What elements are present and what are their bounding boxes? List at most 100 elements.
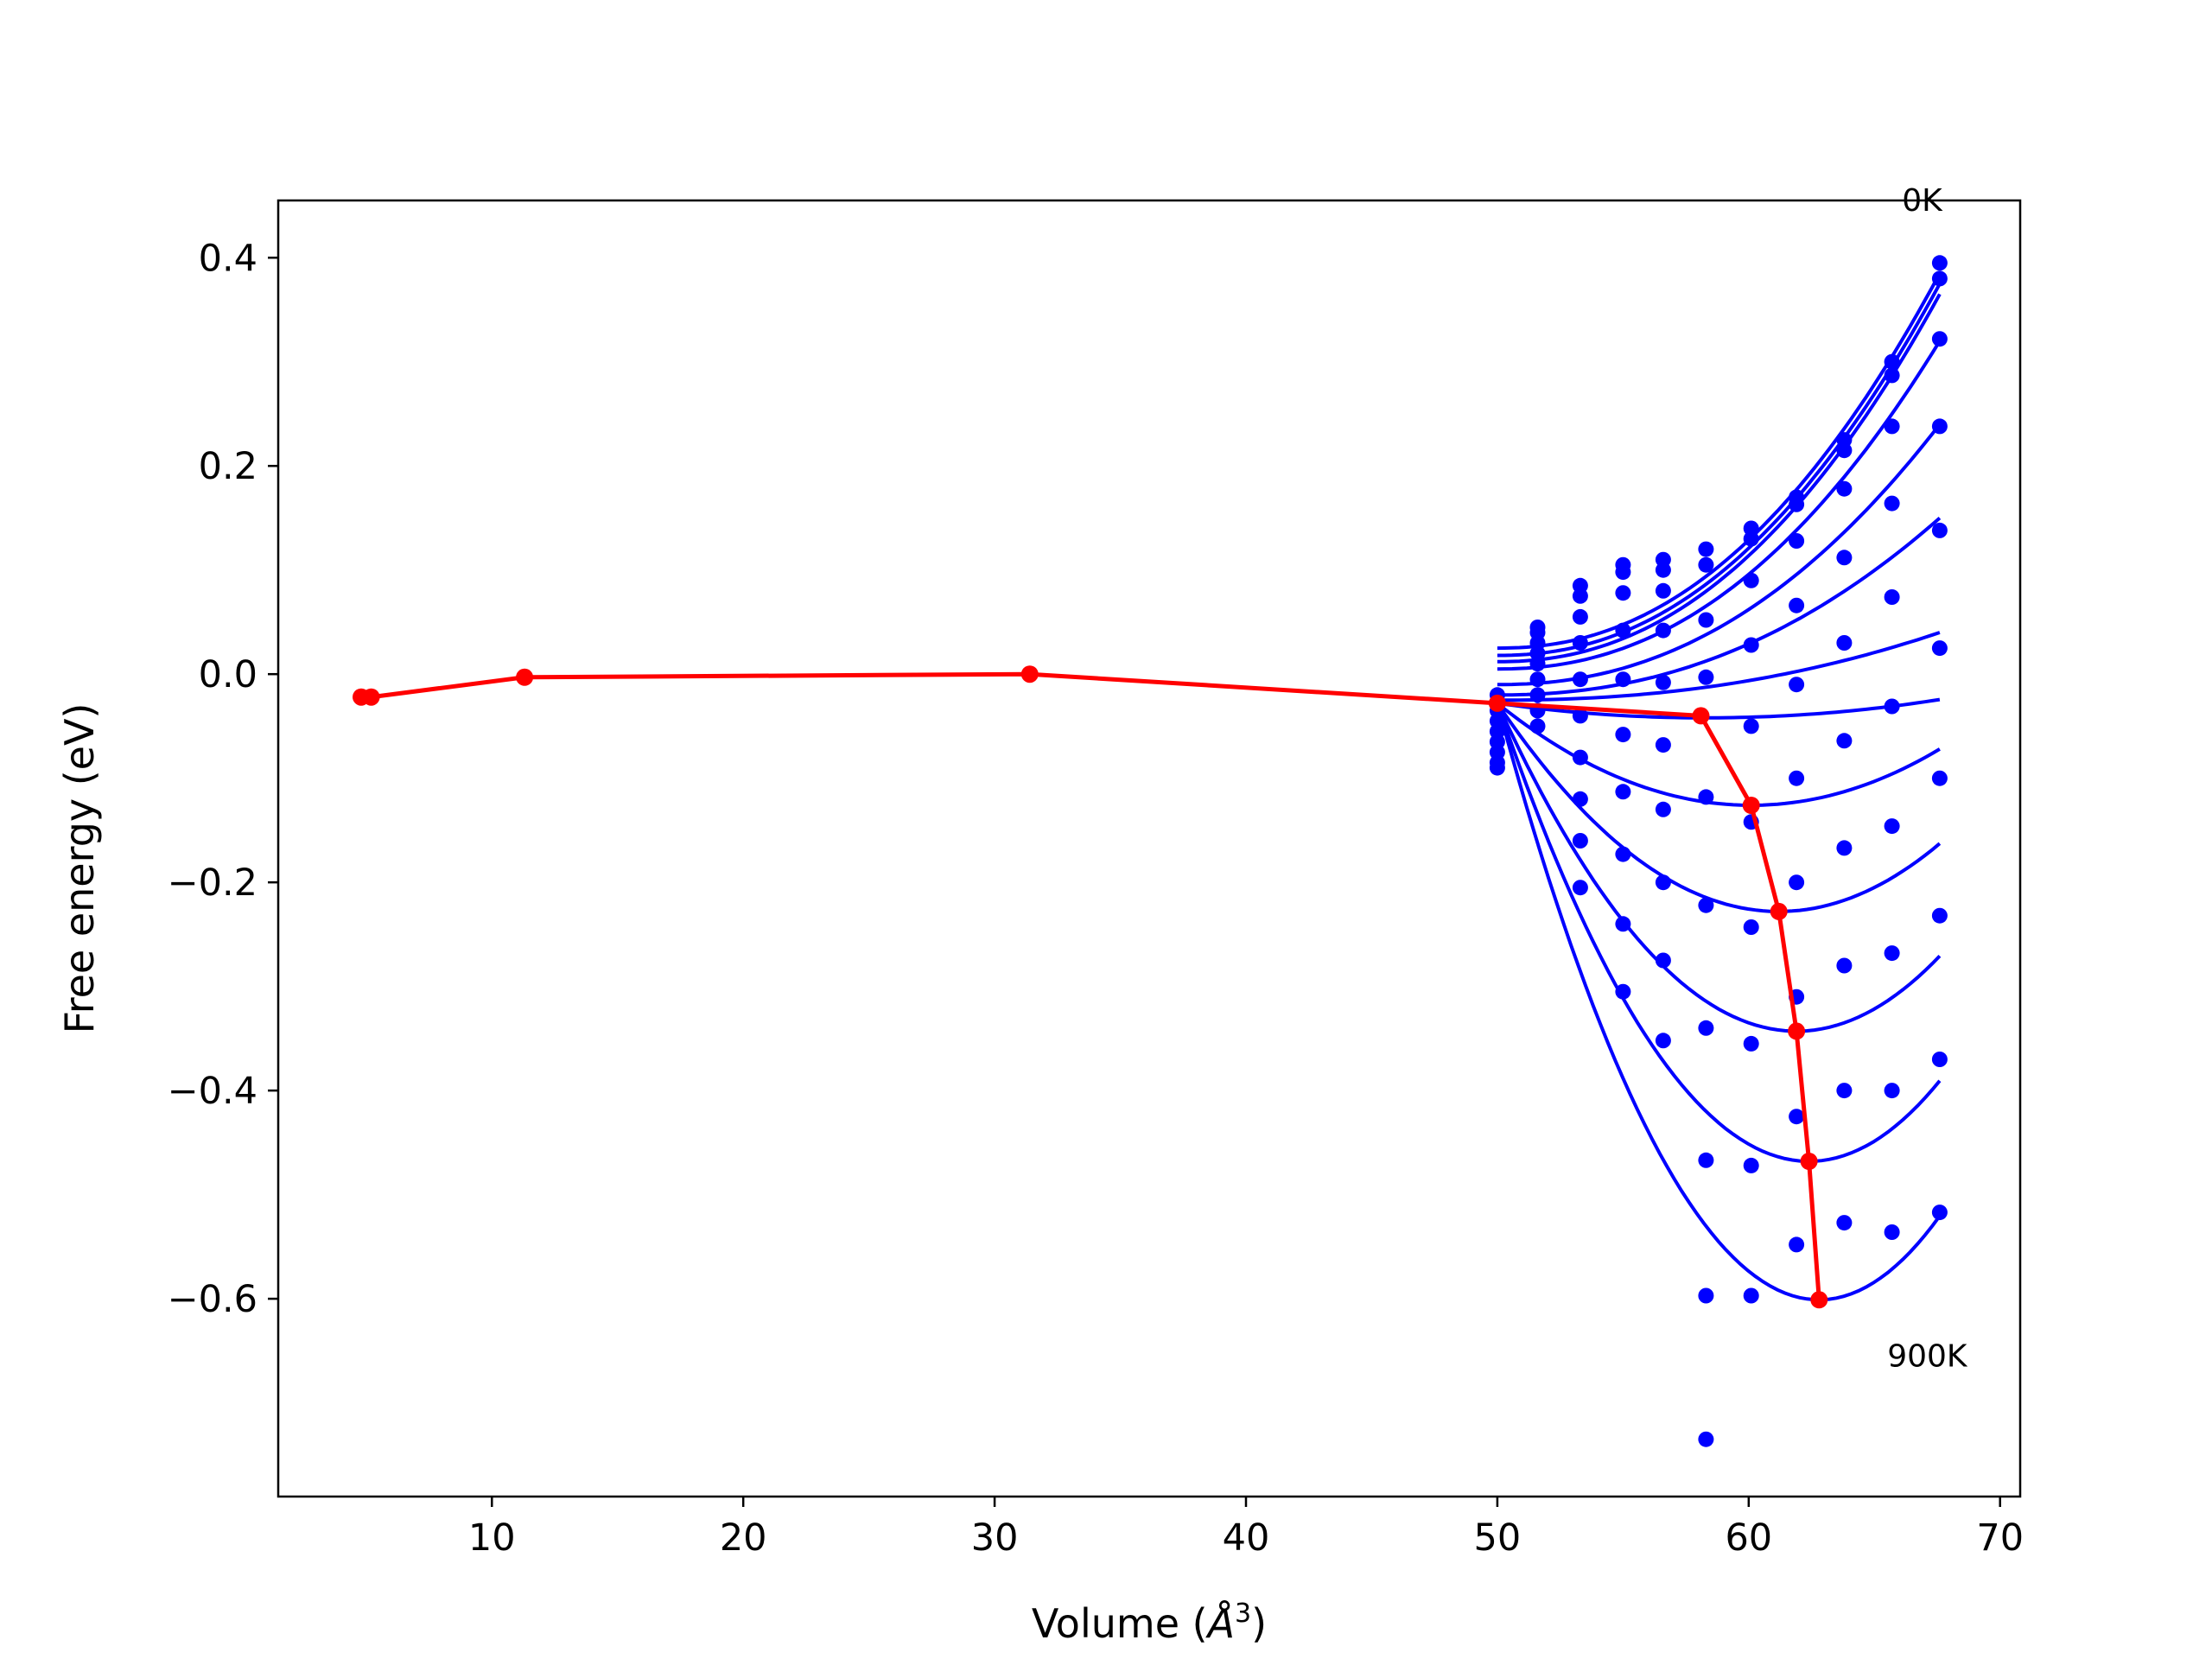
data-point: [1655, 737, 1671, 753]
y-axis-label: Free energy (eV): [56, 703, 103, 1034]
y-tick-label: 0.2: [199, 445, 257, 488]
annotation-900k: 900K: [1887, 1338, 1968, 1374]
fit-curve: [1496, 702, 1942, 1033]
fit-curve: [1496, 702, 1941, 807]
minimum-point: [1692, 707, 1710, 725]
data-point: [1698, 897, 1714, 913]
data-point: [1743, 1035, 1759, 1052]
data-point: [1529, 656, 1546, 672]
data-point: [1931, 522, 1948, 538]
data-point: [1698, 1152, 1714, 1168]
data-point: [1789, 874, 1805, 891]
data-point: [1931, 1205, 1948, 1221]
fit-curve: [1497, 631, 1941, 702]
y-tick-label: −0.2: [168, 861, 257, 905]
data-point: [1529, 687, 1546, 703]
y-tick-label: 0.4: [199, 237, 257, 280]
data-point: [1743, 1157, 1759, 1173]
x-axis-label: Volume (Å3): [1032, 1599, 1267, 1647]
y-tick-label: −0.4: [168, 1070, 257, 1113]
data-point: [1884, 1224, 1900, 1240]
data-point: [1698, 1020, 1714, 1036]
data-point: [1615, 622, 1631, 639]
data-point: [1743, 718, 1759, 734]
minimum-point: [1488, 694, 1506, 712]
data-point: [1572, 708, 1588, 724]
data-point: [1655, 874, 1671, 891]
x-tick-label: 70: [1976, 1516, 2024, 1560]
data-point: [1836, 840, 1853, 856]
data-point: [1743, 637, 1759, 653]
data-point: [1572, 635, 1588, 651]
data-point: [1931, 418, 1948, 435]
data-point: [1836, 1215, 1853, 1231]
x-tick-label: 40: [1223, 1516, 1270, 1560]
data-point: [1789, 770, 1805, 786]
data-point: [1836, 635, 1853, 651]
x-tick-label: 50: [1474, 1516, 1522, 1560]
fit-curve: [1496, 702, 1942, 913]
x-tick-label: 20: [720, 1516, 767, 1560]
fit-curve: [1497, 272, 1942, 651]
data-point: [1836, 480, 1853, 497]
annotation-0k: 0K: [1902, 183, 1943, 219]
x-tick-label: 10: [468, 1516, 516, 1560]
data-point: [1698, 789, 1714, 805]
data-point: [1655, 801, 1671, 817]
fit-curve: [1496, 702, 1942, 1164]
data-point: [1789, 1236, 1805, 1253]
data-point: [1743, 1287, 1759, 1304]
x-tick-label: 30: [971, 1516, 1019, 1560]
minimum-point: [516, 668, 534, 686]
minimum-point: [1770, 902, 1788, 920]
data-point: [1836, 733, 1853, 749]
data-point: [1789, 1109, 1805, 1125]
data-point: [1884, 945, 1900, 962]
fit-curve: [1497, 516, 1942, 697]
data-point: [1572, 608, 1588, 625]
data-point: [1489, 760, 1505, 776]
data-point: [1931, 1052, 1948, 1067]
data-point: [1615, 846, 1631, 862]
data-point: [1931, 255, 1948, 271]
x-tick-label: 60: [1725, 1516, 1772, 1560]
data-point: [1884, 698, 1900, 715]
data-point: [1655, 1033, 1671, 1049]
y-tick-label: −0.6: [168, 1278, 257, 1321]
minimum-point: [1810, 1291, 1828, 1309]
data-point: [1931, 270, 1948, 287]
data-point: [1655, 562, 1671, 578]
data-point: [1884, 495, 1900, 512]
data-point: [1572, 833, 1588, 849]
data-point: [1615, 671, 1631, 688]
data-point: [1698, 612, 1714, 628]
data-point: [1884, 818, 1900, 835]
data-point: [1698, 1431, 1714, 1447]
axis-ticks: 10 20 30 40 50 60 70 0.4 0.2 0.0 −0.2 −0.4 −0.6: [168, 237, 2024, 1560]
data-point: [1931, 907, 1948, 924]
data-point: [1743, 572, 1759, 588]
x-axis-label-text: Volume (: [1032, 1600, 1208, 1647]
data-point: [1698, 669, 1714, 685]
data-point: [1572, 671, 1588, 688]
data-point: [1836, 550, 1853, 566]
fit-curve: [1497, 283, 1942, 658]
data-point: [1789, 597, 1805, 613]
data-point: [1884, 353, 1900, 370]
data-point: [1572, 791, 1588, 807]
y-tick-label: 0.0: [199, 653, 257, 696]
data-point: [1884, 1083, 1900, 1099]
data-point: [1698, 1287, 1714, 1304]
data-point: [1698, 556, 1714, 573]
fit-curve: [1497, 697, 1941, 720]
data-point: [1572, 588, 1588, 604]
fit-curve: [1495, 702, 1942, 1302]
data-point: [1884, 418, 1900, 435]
data-point: [1836, 957, 1853, 974]
data-point: [1884, 589, 1900, 605]
minimum-point: [1788, 1022, 1806, 1040]
data-point: [1789, 533, 1805, 549]
fit-curve: [1497, 423, 1942, 687]
data-point: [1615, 983, 1631, 1000]
